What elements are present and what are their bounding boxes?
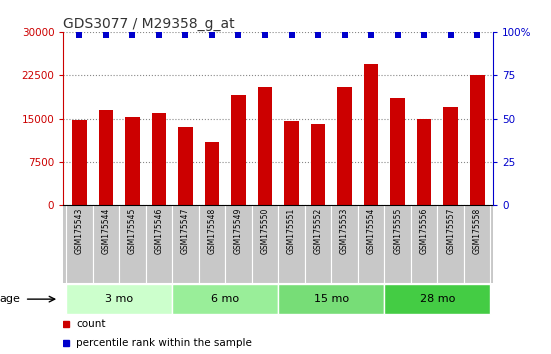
Bar bbox=[66, 284, 172, 314]
Bar bbox=[252, 205, 278, 283]
Bar bbox=[278, 205, 305, 283]
Bar bbox=[225, 205, 252, 283]
Bar bbox=[358, 205, 385, 283]
Bar bbox=[444, 107, 458, 205]
Text: age: age bbox=[0, 294, 20, 304]
Bar bbox=[437, 205, 464, 283]
Bar bbox=[125, 118, 139, 205]
Bar bbox=[204, 142, 219, 205]
Point bbox=[154, 33, 163, 38]
Text: GSM175550: GSM175550 bbox=[261, 208, 269, 254]
Text: GSM175544: GSM175544 bbox=[101, 208, 110, 254]
Point bbox=[420, 33, 429, 38]
Bar bbox=[331, 205, 358, 283]
Text: 15 mo: 15 mo bbox=[314, 294, 349, 304]
Bar bbox=[337, 87, 352, 205]
Text: 28 mo: 28 mo bbox=[420, 294, 455, 304]
Text: GSM175557: GSM175557 bbox=[446, 208, 455, 254]
Point bbox=[393, 33, 402, 38]
Bar bbox=[258, 87, 272, 205]
Bar bbox=[411, 205, 437, 283]
Bar bbox=[66, 205, 93, 283]
Bar bbox=[385, 284, 490, 314]
Point bbox=[234, 33, 243, 38]
Text: GSM175543: GSM175543 bbox=[75, 208, 84, 254]
Text: GSM175545: GSM175545 bbox=[128, 208, 137, 254]
Text: GSM175554: GSM175554 bbox=[366, 208, 376, 254]
Bar bbox=[385, 205, 411, 283]
Point bbox=[314, 33, 322, 38]
Text: GSM175547: GSM175547 bbox=[181, 208, 190, 254]
Text: 6 mo: 6 mo bbox=[211, 294, 239, 304]
Point bbox=[75, 33, 84, 38]
Point bbox=[208, 33, 217, 38]
Bar bbox=[93, 205, 119, 283]
Bar bbox=[119, 205, 145, 283]
Point bbox=[367, 33, 376, 38]
Bar bbox=[390, 98, 405, 205]
Bar bbox=[152, 113, 166, 205]
Point bbox=[473, 33, 482, 38]
Bar bbox=[231, 96, 246, 205]
Bar bbox=[311, 124, 325, 205]
Text: GDS3077 / M29358_g_at: GDS3077 / M29358_g_at bbox=[63, 17, 235, 31]
Text: GSM175548: GSM175548 bbox=[207, 208, 217, 254]
Bar bbox=[305, 205, 331, 283]
Bar bbox=[178, 127, 193, 205]
Bar bbox=[464, 205, 490, 283]
Bar bbox=[72, 120, 87, 205]
Bar bbox=[364, 64, 379, 205]
Bar bbox=[172, 205, 199, 283]
Bar bbox=[145, 205, 172, 283]
Text: 3 mo: 3 mo bbox=[105, 294, 133, 304]
Bar bbox=[417, 119, 431, 205]
Text: percentile rank within the sample: percentile rank within the sample bbox=[76, 338, 252, 348]
Bar bbox=[470, 75, 484, 205]
Point bbox=[128, 33, 137, 38]
Point bbox=[446, 33, 455, 38]
Bar bbox=[278, 284, 385, 314]
Text: GSM175556: GSM175556 bbox=[420, 208, 429, 254]
Text: GSM175549: GSM175549 bbox=[234, 208, 243, 254]
Point bbox=[340, 33, 349, 38]
Text: GSM175546: GSM175546 bbox=[154, 208, 164, 254]
Text: GSM175555: GSM175555 bbox=[393, 208, 402, 254]
Bar bbox=[199, 205, 225, 283]
Bar bbox=[284, 121, 299, 205]
Text: GSM175553: GSM175553 bbox=[340, 208, 349, 254]
Text: GSM175558: GSM175558 bbox=[473, 208, 482, 254]
Text: GSM175552: GSM175552 bbox=[314, 208, 322, 254]
Bar bbox=[172, 284, 278, 314]
Point bbox=[287, 33, 296, 38]
Text: GSM175551: GSM175551 bbox=[287, 208, 296, 254]
Bar bbox=[99, 110, 113, 205]
Point bbox=[181, 33, 190, 38]
Point bbox=[261, 33, 269, 38]
Point bbox=[101, 33, 110, 38]
Text: count: count bbox=[76, 319, 106, 329]
